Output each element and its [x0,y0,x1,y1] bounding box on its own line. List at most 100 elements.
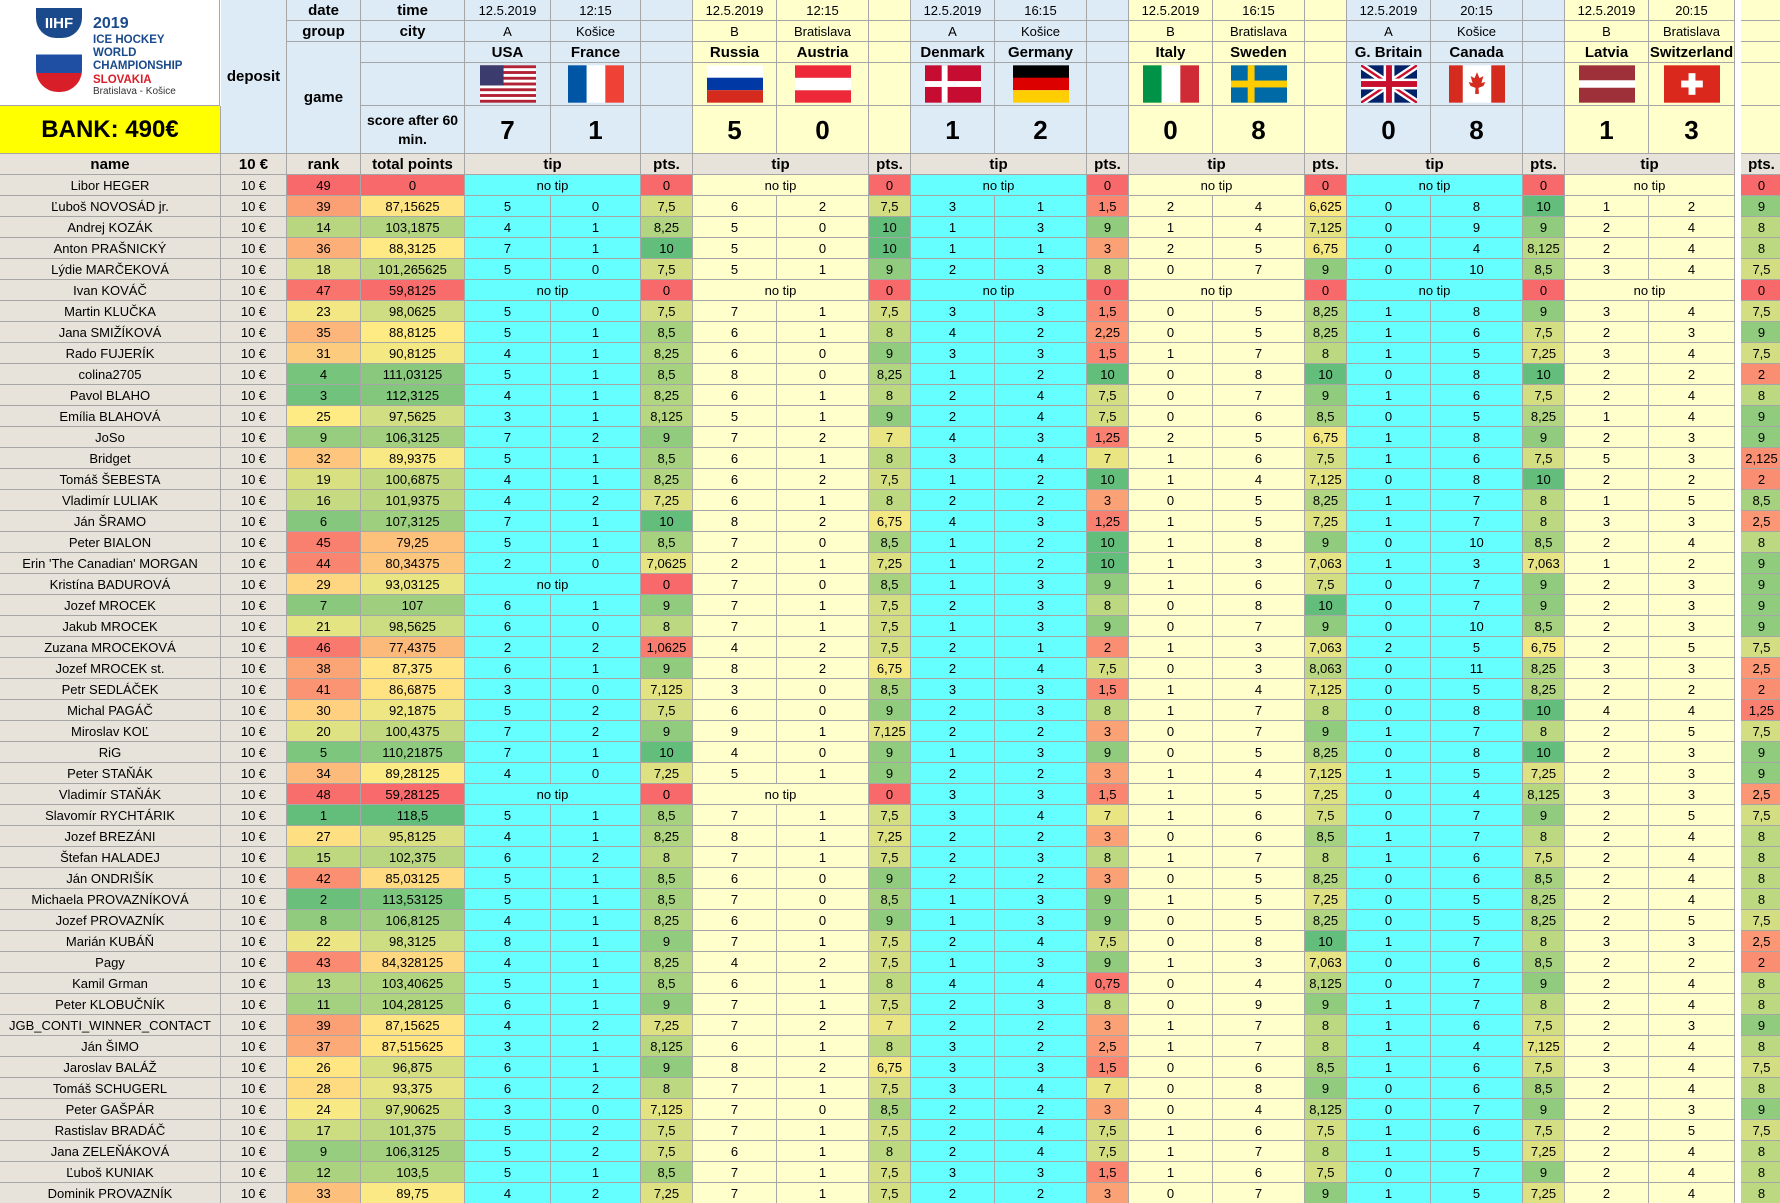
tip-points: 7,5 [1087,385,1129,406]
tip-points: 1,0625 [641,637,693,658]
tip-away: 1 [777,826,869,847]
tip-away: 4 [1649,1183,1735,1203]
tip-away: 1 [777,931,869,952]
tip-home: 1 [1129,763,1213,784]
tip-home: 0 [1129,868,1213,889]
tip-points: 7,25 [641,763,693,784]
tip-home: 0 [1129,490,1213,511]
player-total-points: 88,8125 [361,322,465,343]
tip-home: 0 [1347,217,1431,238]
player-deposit: 10 € [221,217,287,238]
tip-away: 0 [777,574,869,595]
tip-home: 7 [693,889,777,910]
tip-home: 1 [1347,721,1431,742]
tip-away: 3 [1649,448,1735,469]
tip-away: 0 [551,301,641,322]
player-deposit: 10 € [221,1120,287,1141]
tip-points: 8 [1741,973,1780,994]
tip-away: 3 [1431,553,1523,574]
player-total-points: 97,90625 [361,1099,465,1120]
tip-away: 1 [777,553,869,574]
tip-home: 3 [465,1036,551,1057]
blank-cell [361,63,465,106]
game-date: 12.5.2019 [465,0,551,21]
tip-points: 9 [1305,385,1347,406]
tip-home: 2 [911,595,995,616]
tip-home: 3 [911,1078,995,1099]
tip-points: 7,063 [1305,952,1347,973]
tip-points: 6,75 [869,658,911,679]
tip-away: 7 [1431,826,1523,847]
tip-away: 2 [551,721,641,742]
tip-home: 4 [911,511,995,532]
tip-away: 4 [1431,1036,1523,1057]
tip-points: 9 [641,931,693,952]
player-rank: 38 [287,658,361,679]
player-name: Pagy [0,952,221,973]
tip-points: 7,25 [1523,343,1565,364]
player-total-points: 93,03125 [361,574,465,595]
austria-flag-icon [794,65,851,103]
game-date: 12.5.2019 [1129,0,1213,21]
tip-away: 4 [1649,700,1735,721]
tip-away: 3 [1649,763,1735,784]
tip-away: 4 [1431,784,1523,805]
player-name: Pavol BLAHO [0,385,221,406]
tip-points: 9 [1523,574,1565,595]
tip-points: 8 [1305,1141,1347,1162]
tip-home: 2 [911,658,995,679]
tip-away: 4 [1649,826,1735,847]
tip-points: 1,5 [1087,1162,1129,1183]
tip-points: 8 [641,1078,693,1099]
tip-home: 3 [465,406,551,427]
tip-away: 8 [1431,301,1523,322]
tip-home: 1 [911,910,995,931]
tip-home: 1 [1347,427,1431,448]
tip-points: 8,5 [1523,616,1565,637]
tip-points: 0 [1087,280,1129,301]
blank-cell [1523,0,1565,21]
player-total-points: 89,28125 [361,763,465,784]
tip-home: 1 [911,217,995,238]
tip-home: 1 [911,238,995,259]
game-city: Bratislava [777,21,869,42]
tip-home: 1 [1565,490,1649,511]
tip-away: 5 [1649,805,1735,826]
tip-away: 8 [1431,196,1523,217]
player-deposit: 10 € [221,784,287,805]
tip-points: 8 [1305,847,1347,868]
tip-points: 0 [869,280,911,301]
tip-away: 11 [1431,658,1523,679]
tip-away: 4 [1649,385,1735,406]
tip-points: 9 [869,910,911,931]
tip-home: 0 [1129,994,1213,1015]
player-rank: 12 [287,1162,361,1183]
player-rank: 1 [287,805,361,826]
tip-home: 2 [1565,1120,1649,1141]
tip-points: 8,5 [869,889,911,910]
tip-away: 3 [995,784,1087,805]
tip-away: 3 [1649,1015,1735,1036]
tip-points: 7,5 [1087,658,1129,679]
game-date: 12.5.2019 [1565,0,1649,21]
tip-home: 0 [1347,784,1431,805]
tip-points: 10 [641,511,693,532]
tip-home: 7 [693,1183,777,1203]
tip-points: 7,5 [869,196,911,217]
player-deposit: 10 € [221,721,287,742]
player-total-points: 97,5625 [361,406,465,427]
tip-home: 6 [465,994,551,1015]
logo-country: SLOVAKIA [93,74,152,86]
player-rank: 22 [287,931,361,952]
home-score: 7 [465,106,551,154]
tip-away: 2 [777,196,869,217]
tip-points: 9 [1741,763,1780,784]
player-deposit: 10 € [221,1036,287,1057]
tip-home: 1 [911,574,995,595]
tip-home: 2 [1129,238,1213,259]
player-name: Tomáš ŠEBESTA [0,469,221,490]
tip-points: 10 [1087,469,1129,490]
tip-away: 4 [1213,217,1305,238]
tip-points: 7,125 [641,1099,693,1120]
tip-points: 0 [1523,280,1565,301]
